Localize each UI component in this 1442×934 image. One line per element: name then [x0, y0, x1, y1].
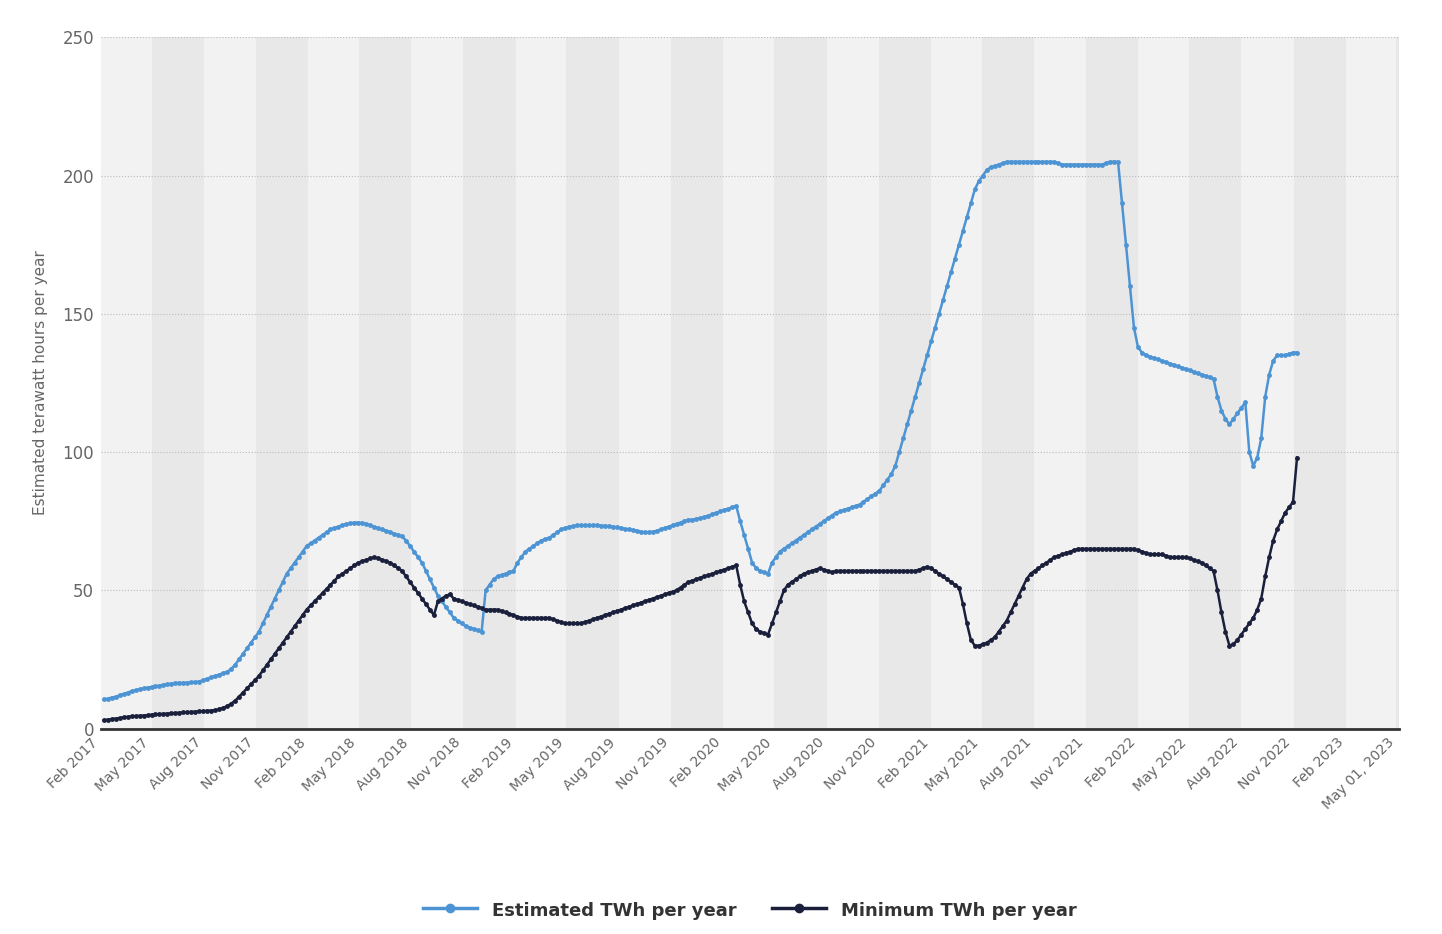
Bar [1139, 37, 1190, 729]
Legend: Estimated TWh per year, Minimum TWh per year: Estimated TWh per year, Minimum TWh per … [415, 894, 1084, 927]
Bar [257, 37, 309, 729]
Bar [151, 37, 203, 729]
Bar [982, 37, 1034, 729]
Bar [1086, 37, 1139, 729]
Bar [774, 37, 826, 729]
Bar [516, 37, 567, 729]
Bar [619, 37, 671, 729]
Bar [101, 37, 151, 729]
Bar [878, 37, 932, 729]
Y-axis label: Estimated terawatt hours per year: Estimated terawatt hours per year [33, 250, 49, 516]
Bar [1190, 37, 1242, 729]
Bar [671, 37, 722, 729]
Bar [203, 37, 257, 729]
Bar [1242, 37, 1293, 729]
Bar [1293, 37, 1345, 729]
Bar [826, 37, 878, 729]
Bar [359, 37, 411, 729]
Bar [722, 37, 774, 729]
Bar [309, 37, 359, 729]
Bar [411, 37, 463, 729]
Bar [463, 37, 516, 729]
Bar [1345, 37, 1396, 729]
Bar [1034, 37, 1086, 729]
Bar [567, 37, 619, 729]
Bar [932, 37, 982, 729]
Bar [1396, 37, 1415, 729]
